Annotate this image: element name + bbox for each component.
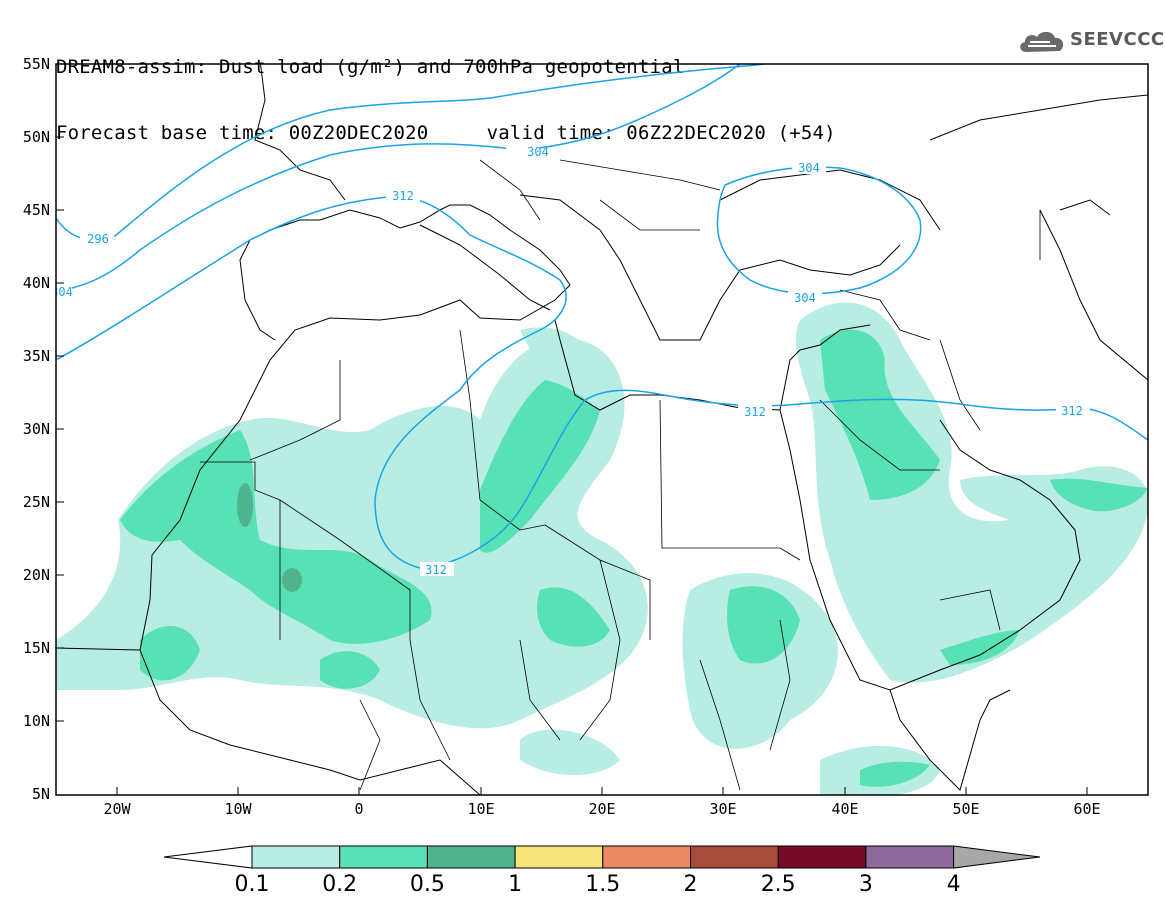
lon-label-60e: 60E: [1073, 800, 1100, 818]
colorbar-bin-4: [514, 845, 604, 869]
colorbar-bin-2: [339, 845, 428, 869]
contour-label-304-blacksea-north: 304: [798, 161, 820, 175]
logo-text: SEEVCCC: [1070, 29, 1165, 50]
cloud-icon: [1020, 31, 1064, 52]
contour-label-312-east: 312: [1061, 404, 1083, 418]
colorbar-tick-1.5: 1.5: [585, 872, 621, 897]
lon-label-10w: 10W: [224, 800, 252, 818]
lat-label-35n: 35N: [23, 347, 50, 365]
colorbar-bin-1: [251, 845, 341, 869]
contour-label-312-west: 312: [392, 189, 414, 203]
title-line-2: Forecast base time: 00Z20DEC2020 valid t…: [56, 122, 836, 144]
contour-label-296: 296: [87, 232, 109, 246]
colorbar: [163, 845, 1041, 869]
colorbar-bin-7: [777, 845, 867, 869]
lat-label-25n: 25N: [23, 493, 50, 511]
lat-label-30n: 30N: [23, 420, 50, 438]
contour-label-304-blacksea-south: 304: [794, 291, 816, 305]
colorbar-low-arrow: [163, 845, 253, 869]
map-area: 296 304 304 312 304 304 312 312 312: [51, 64, 1148, 795]
country-borders: [200, 159, 1041, 791]
colorbar-tick-4: 4: [946, 872, 961, 897]
contour-label-304-north: 304: [527, 145, 549, 159]
lon-label-50e: 50E: [952, 800, 979, 818]
lon-axis: 20W 10W 0 10E 20E 30E 40E 50E 60E: [103, 787, 1101, 818]
title-line-1: DREAM8-assim: Dust load (g/m²) and 700hP…: [56, 56, 685, 78]
lon-label-10e: 10E: [467, 800, 494, 818]
lon-label-20w: 20W: [103, 800, 131, 818]
lon-label-20e: 20E: [588, 800, 615, 818]
colorbar-tick-3: 3: [858, 872, 873, 897]
dust-field-medium: [120, 329, 1148, 787]
colorbar-bin-6: [690, 845, 779, 869]
colorbar-high-arrow: [953, 845, 1041, 869]
colorbar-tick-0.1: 0.1: [234, 872, 270, 897]
contour-label-304-west: 304: [51, 285, 73, 299]
lat-label-55n: 55N: [23, 55, 50, 73]
contour-label-312-sahara: 312: [425, 563, 447, 577]
colorbar-bin-5: [602, 845, 691, 869]
dust-field-dense: [237, 483, 302, 592]
contour-label-312-egypt: 312: [744, 405, 766, 419]
lat-label-5n: 5N: [32, 785, 50, 803]
lat-label-20n: 20N: [23, 566, 50, 584]
contour-labels: 296 304 304 312 304 304 312 312 312: [51, 144, 1090, 577]
colorbar-tick-0.5: 0.5: [409, 872, 445, 897]
colorbar-tick-1: 1: [508, 872, 523, 897]
lon-label-40e: 40E: [831, 800, 858, 818]
coastlines: [56, 64, 1148, 795]
colorbar-tick-2.5: 2.5: [760, 872, 796, 897]
colorbar-bin-8: [865, 845, 955, 869]
lat-label-45n: 45N: [23, 201, 50, 219]
map-title: DREAM8-assim: Dust load (g/m²) and 700hP…: [56, 12, 836, 166]
lat-label-10n: 10N: [23, 712, 50, 730]
lat-label-50n: 50N: [23, 128, 50, 146]
lon-label-0: 0: [354, 800, 363, 818]
colorbar-bin-3: [426, 845, 516, 869]
colorbar-tick-2: 2: [683, 872, 698, 897]
lat-axis: 55N 50N 45N 40N 35N 30N 25N 20N 15N 10N …: [23, 55, 64, 803]
lon-label-30e: 30E: [709, 800, 736, 818]
lat-label-15n: 15N: [23, 639, 50, 657]
colorbar-tick-0.2: 0.2: [322, 872, 358, 897]
lat-label-40n: 40N: [23, 274, 50, 292]
seevccc-logo: SEEVCCC: [1016, 26, 1164, 56]
geopotential-contours: [56, 64, 1148, 569]
